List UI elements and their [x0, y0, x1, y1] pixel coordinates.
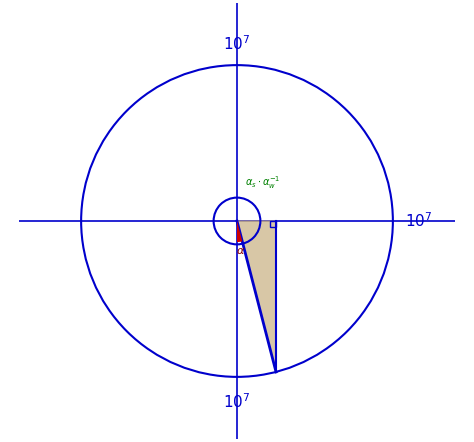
Wedge shape	[237, 221, 242, 242]
Bar	[270, 221, 276, 227]
Polygon shape	[237, 221, 276, 372]
Text: $10^7$: $10^7$	[405, 212, 433, 230]
Text: $10^7$: $10^7$	[223, 392, 251, 411]
Text: $10^7$: $10^7$	[223, 34, 251, 53]
Text: $\alpha$: $\alpha$	[236, 246, 246, 256]
Text: $\alpha_s \cdot \alpha_w^{-1}$: $\alpha_s \cdot \alpha_w^{-1}$	[245, 175, 280, 191]
